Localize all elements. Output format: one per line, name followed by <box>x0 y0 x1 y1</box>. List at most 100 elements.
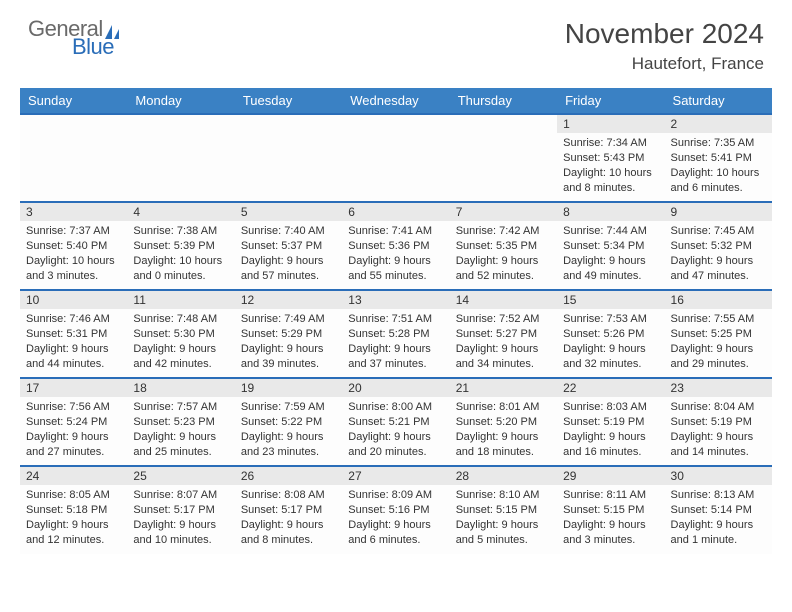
day-number: 25 <box>127 467 234 485</box>
calendar-cell: 14Sunrise: 7:52 AMSunset: 5:27 PMDayligh… <box>450 290 557 378</box>
sunrise-text: Sunrise: 7:57 AM <box>133 400 228 415</box>
daylight-text: Daylight: 9 hours and 49 minutes. <box>563 254 658 284</box>
sunset-text: Sunset: 5:26 PM <box>563 327 658 342</box>
daylight-text: Daylight: 9 hours and 29 minutes. <box>671 342 766 372</box>
sunrise-text: Sunrise: 7:53 AM <box>563 312 658 327</box>
day-details: Sunrise: 7:53 AMSunset: 5:26 PMDaylight:… <box>557 309 664 375</box>
sunset-text: Sunset: 5:36 PM <box>348 239 443 254</box>
day-number: 19 <box>235 379 342 397</box>
sunset-text: Sunset: 5:18 PM <box>26 503 121 518</box>
day-details: Sunrise: 8:01 AMSunset: 5:20 PMDaylight:… <box>450 397 557 463</box>
sunrise-text: Sunrise: 7:59 AM <box>241 400 336 415</box>
calendar-cell: 23Sunrise: 8:04 AMSunset: 5:19 PMDayligh… <box>665 378 772 466</box>
sunrise-text: Sunrise: 7:41 AM <box>348 224 443 239</box>
daylight-text: Daylight: 9 hours and 3 minutes. <box>563 518 658 548</box>
calendar-cell: 20Sunrise: 8:00 AMSunset: 5:21 PMDayligh… <box>342 378 449 466</box>
calendar-cell: 21Sunrise: 8:01 AMSunset: 5:20 PMDayligh… <box>450 378 557 466</box>
day-number: 28 <box>450 467 557 485</box>
sunrise-text: Sunrise: 7:34 AM <box>563 136 658 151</box>
calendar-cell <box>235 114 342 202</box>
day-details: Sunrise: 7:37 AMSunset: 5:40 PMDaylight:… <box>20 221 127 287</box>
sunrise-text: Sunrise: 7:44 AM <box>563 224 658 239</box>
day-number: 8 <box>557 203 664 221</box>
calendar-cell: 6Sunrise: 7:41 AMSunset: 5:36 PMDaylight… <box>342 202 449 290</box>
day-number: 10 <box>20 291 127 309</box>
day-number: 1 <box>557 115 664 133</box>
calendar-cell: 8Sunrise: 7:44 AMSunset: 5:34 PMDaylight… <box>557 202 664 290</box>
day-details: Sunrise: 8:00 AMSunset: 5:21 PMDaylight:… <box>342 397 449 463</box>
sunrise-text: Sunrise: 8:03 AM <box>563 400 658 415</box>
calendar-cell: 7Sunrise: 7:42 AMSunset: 5:35 PMDaylight… <box>450 202 557 290</box>
day-details: Sunrise: 8:09 AMSunset: 5:16 PMDaylight:… <box>342 485 449 551</box>
daylight-text: Daylight: 9 hours and 52 minutes. <box>456 254 551 284</box>
sunrise-text: Sunrise: 7:38 AM <box>133 224 228 239</box>
calendar-week: 1Sunrise: 7:34 AMSunset: 5:43 PMDaylight… <box>20 114 772 202</box>
calendar-cell: 9Sunrise: 7:45 AMSunset: 5:32 PMDaylight… <box>665 202 772 290</box>
day-number: 20 <box>342 379 449 397</box>
daylight-text: Daylight: 9 hours and 57 minutes. <box>241 254 336 284</box>
day-header: Thursday <box>450 88 557 114</box>
calendar-week: 10Sunrise: 7:46 AMSunset: 5:31 PMDayligh… <box>20 290 772 378</box>
daylight-text: Daylight: 9 hours and 25 minutes. <box>133 430 228 460</box>
day-number: 27 <box>342 467 449 485</box>
daylight-text: Daylight: 9 hours and 18 minutes. <box>456 430 551 460</box>
calendar-cell: 10Sunrise: 7:46 AMSunset: 5:31 PMDayligh… <box>20 290 127 378</box>
sunset-text: Sunset: 5:30 PM <box>133 327 228 342</box>
calendar-cell: 11Sunrise: 7:48 AMSunset: 5:30 PMDayligh… <box>127 290 234 378</box>
day-header: Monday <box>127 88 234 114</box>
sunrise-text: Sunrise: 7:49 AM <box>241 312 336 327</box>
calendar-cell: 13Sunrise: 7:51 AMSunset: 5:28 PMDayligh… <box>342 290 449 378</box>
sunrise-text: Sunrise: 8:01 AM <box>456 400 551 415</box>
sunset-text: Sunset: 5:39 PM <box>133 239 228 254</box>
day-number: 6 <box>342 203 449 221</box>
sunrise-text: Sunrise: 7:37 AM <box>26 224 121 239</box>
daylight-text: Daylight: 9 hours and 12 minutes. <box>26 518 121 548</box>
day-details: Sunrise: 7:49 AMSunset: 5:29 PMDaylight:… <box>235 309 342 375</box>
sunset-text: Sunset: 5:19 PM <box>671 415 766 430</box>
day-header: Wednesday <box>342 88 449 114</box>
sunrise-text: Sunrise: 8:08 AM <box>241 488 336 503</box>
day-number: 14 <box>450 291 557 309</box>
day-details: Sunrise: 8:13 AMSunset: 5:14 PMDaylight:… <box>665 485 772 551</box>
calendar-cell: 1Sunrise: 7:34 AMSunset: 5:43 PMDaylight… <box>557 114 664 202</box>
day-header: Friday <box>557 88 664 114</box>
day-details: Sunrise: 7:41 AMSunset: 5:36 PMDaylight:… <box>342 221 449 287</box>
sunset-text: Sunset: 5:19 PM <box>563 415 658 430</box>
sunrise-text: Sunrise: 7:55 AM <box>671 312 766 327</box>
sunset-text: Sunset: 5:28 PM <box>348 327 443 342</box>
daylight-text: Daylight: 9 hours and 14 minutes. <box>671 430 766 460</box>
sunrise-text: Sunrise: 8:11 AM <box>563 488 658 503</box>
day-number: 18 <box>127 379 234 397</box>
day-details: Sunrise: 8:08 AMSunset: 5:17 PMDaylight:… <box>235 485 342 551</box>
calendar-cell: 25Sunrise: 8:07 AMSunset: 5:17 PMDayligh… <box>127 466 234 554</box>
sunset-text: Sunset: 5:20 PM <box>456 415 551 430</box>
day-number: 9 <box>665 203 772 221</box>
sunrise-text: Sunrise: 7:56 AM <box>26 400 121 415</box>
sunset-text: Sunset: 5:32 PM <box>671 239 766 254</box>
daylight-text: Daylight: 9 hours and 44 minutes. <box>26 342 121 372</box>
calendar-week: 17Sunrise: 7:56 AMSunset: 5:24 PMDayligh… <box>20 378 772 466</box>
sunset-text: Sunset: 5:21 PM <box>348 415 443 430</box>
day-number: 12 <box>235 291 342 309</box>
daylight-text: Daylight: 10 hours and 0 minutes. <box>133 254 228 284</box>
day-number: 26 <box>235 467 342 485</box>
sunset-text: Sunset: 5:16 PM <box>348 503 443 518</box>
sunset-text: Sunset: 5:43 PM <box>563 151 658 166</box>
day-details: Sunrise: 7:40 AMSunset: 5:37 PMDaylight:… <box>235 221 342 287</box>
sunrise-text: Sunrise: 7:52 AM <box>456 312 551 327</box>
sunrise-text: Sunrise: 7:40 AM <box>241 224 336 239</box>
sunset-text: Sunset: 5:14 PM <box>671 503 766 518</box>
sunset-text: Sunset: 5:29 PM <box>241 327 336 342</box>
day-header: Sunday <box>20 88 127 114</box>
calendar-week: 24Sunrise: 8:05 AMSunset: 5:18 PMDayligh… <box>20 466 772 554</box>
page-header: GeneralBlue November 2024 Hautefort, Fra… <box>0 0 792 82</box>
sunset-text: Sunset: 5:27 PM <box>456 327 551 342</box>
calendar-cell: 2Sunrise: 7:35 AMSunset: 5:41 PMDaylight… <box>665 114 772 202</box>
day-details: Sunrise: 7:52 AMSunset: 5:27 PMDaylight:… <box>450 309 557 375</box>
sunset-text: Sunset: 5:22 PM <box>241 415 336 430</box>
sunrise-text: Sunrise: 7:45 AM <box>671 224 766 239</box>
sunset-text: Sunset: 5:15 PM <box>563 503 658 518</box>
calendar-cell: 29Sunrise: 8:11 AMSunset: 5:15 PMDayligh… <box>557 466 664 554</box>
day-number: 23 <box>665 379 772 397</box>
daylight-text: Daylight: 9 hours and 20 minutes. <box>348 430 443 460</box>
